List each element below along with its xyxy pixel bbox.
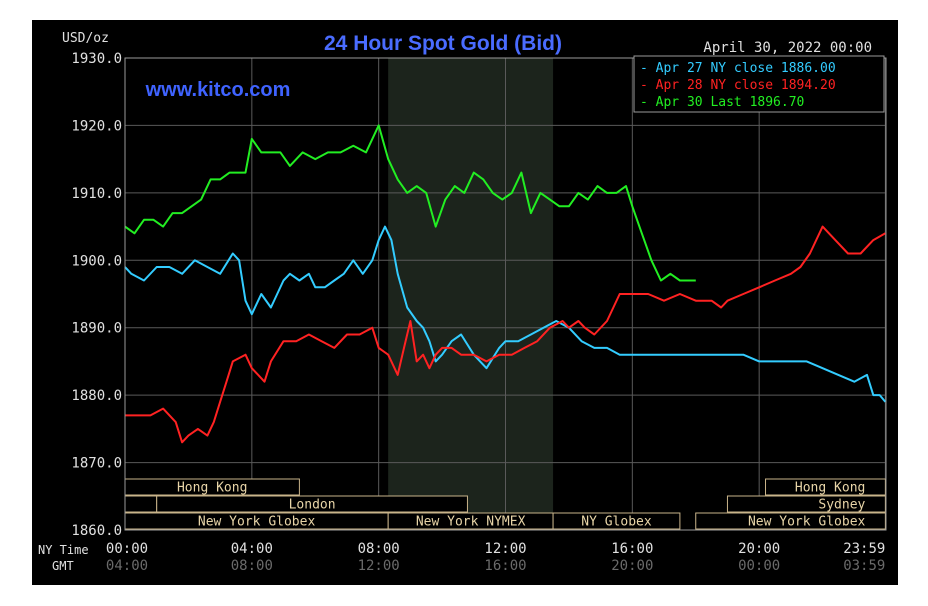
x-tick-label-ny: 08:00 xyxy=(358,541,400,557)
x-tick-label-ny: 23:59 xyxy=(843,541,885,557)
y-tick-label: 1860.0 xyxy=(71,523,122,539)
x-tick-label-gmt: 04:00 xyxy=(106,558,148,574)
session-box xyxy=(156,495,468,513)
series-line-2 xyxy=(125,225,886,444)
x-tick-label-gmt: 20:00 xyxy=(611,558,653,574)
session-block: London xyxy=(156,495,468,513)
x-tick-label-gmt: 08:00 xyxy=(231,558,273,574)
session-block: Hong Kong xyxy=(765,478,886,496)
y-tick-label: 1920.0 xyxy=(71,118,122,134)
legend-entry: - Apr 28 NY close 1894.20 xyxy=(640,78,836,93)
x-tick-label-ny: 16:00 xyxy=(611,541,653,557)
session-block xyxy=(124,495,158,513)
y-tick-labels: 1930.0 1920.0 1910.0 1900.0 1890.0 1880.0 1870… xyxy=(71,51,122,539)
session-block: New York Globex xyxy=(124,512,389,530)
session-label: Hong Kong xyxy=(795,481,865,496)
chart-svg: Hong Kong Hong Kong London Sydney New York G… xyxy=(32,20,898,585)
legend-box xyxy=(633,55,885,113)
legend: - Apr 27 NY close 1886.00 - Apr 28 NY clo… xyxy=(633,55,885,113)
session-block: Sydney xyxy=(726,495,886,513)
x-tick-label-ny: 12:00 xyxy=(484,541,526,557)
x-tick-label-gmt: 03:59 xyxy=(843,558,885,574)
x-tick-label-ny: 00:00 xyxy=(106,541,148,557)
x-row-label-gmt: GMT xyxy=(52,559,74,573)
x-tick-label-gmt: 16:00 xyxy=(484,558,526,574)
plot-frame xyxy=(124,57,887,531)
x-tick-label-gmt: 12:00 xyxy=(358,558,400,574)
series-line-3 xyxy=(124,124,696,282)
chart-date-label: April 30, 2022 00:00 xyxy=(703,40,872,56)
x-tick-label-ny: 04:00 xyxy=(231,541,273,557)
session-label: London xyxy=(289,498,336,513)
session-block: NY Globex xyxy=(552,512,681,530)
y-tick-label: 1910.0 xyxy=(71,186,122,202)
x-tick-labels: 00:0004:0004:0008:0008:0012:0012:0016:00… xyxy=(106,541,885,574)
session-box xyxy=(695,512,886,530)
legend-entry: - Apr 27 NY close 1886.00 xyxy=(640,61,836,76)
x-row-label-ny: NY Time xyxy=(38,543,89,557)
y-tick-label: 1870.0 xyxy=(71,456,122,472)
session-box xyxy=(765,478,886,496)
x-tick-label-gmt: 00:00 xyxy=(738,558,780,574)
y-axis-unit-label: USD/oz xyxy=(62,31,109,46)
session-label: Hong Kong xyxy=(177,481,247,496)
legend-entry: - Apr 30 Last 1896.70 xyxy=(640,95,804,110)
session-block: New York NYMEX xyxy=(387,512,554,530)
session-box xyxy=(552,512,681,530)
session-label: NY Globex xyxy=(581,515,652,530)
session-block: Hong Kong xyxy=(124,478,300,496)
session-box xyxy=(124,495,158,513)
watermark-text: www.kitco.com xyxy=(145,79,291,101)
series-line-1 xyxy=(124,225,887,403)
x-tick-label-ny: 20:00 xyxy=(738,541,780,557)
series-lines xyxy=(124,124,887,444)
y-tick-label: 1930.0 xyxy=(71,51,122,67)
session-label: New York Globex xyxy=(748,515,866,530)
gold-price-chart: Hong Kong Hong Kong London Sydney New York G… xyxy=(32,20,898,585)
y-tick-label: 1880.0 xyxy=(71,388,122,404)
session-label: Sydney xyxy=(818,498,865,513)
session-label: New York NYMEX xyxy=(416,515,526,530)
y-tick-label: 1890.0 xyxy=(71,321,122,337)
chart-title: 24 Hour Spot Gold (Bid) xyxy=(324,32,562,55)
session-label: New York Globex xyxy=(198,515,316,530)
y-tick-label: 1900.0 xyxy=(71,253,122,269)
session-block: New York Globex xyxy=(695,512,886,530)
session-box xyxy=(726,495,886,513)
nymex-session-shade xyxy=(388,58,554,530)
